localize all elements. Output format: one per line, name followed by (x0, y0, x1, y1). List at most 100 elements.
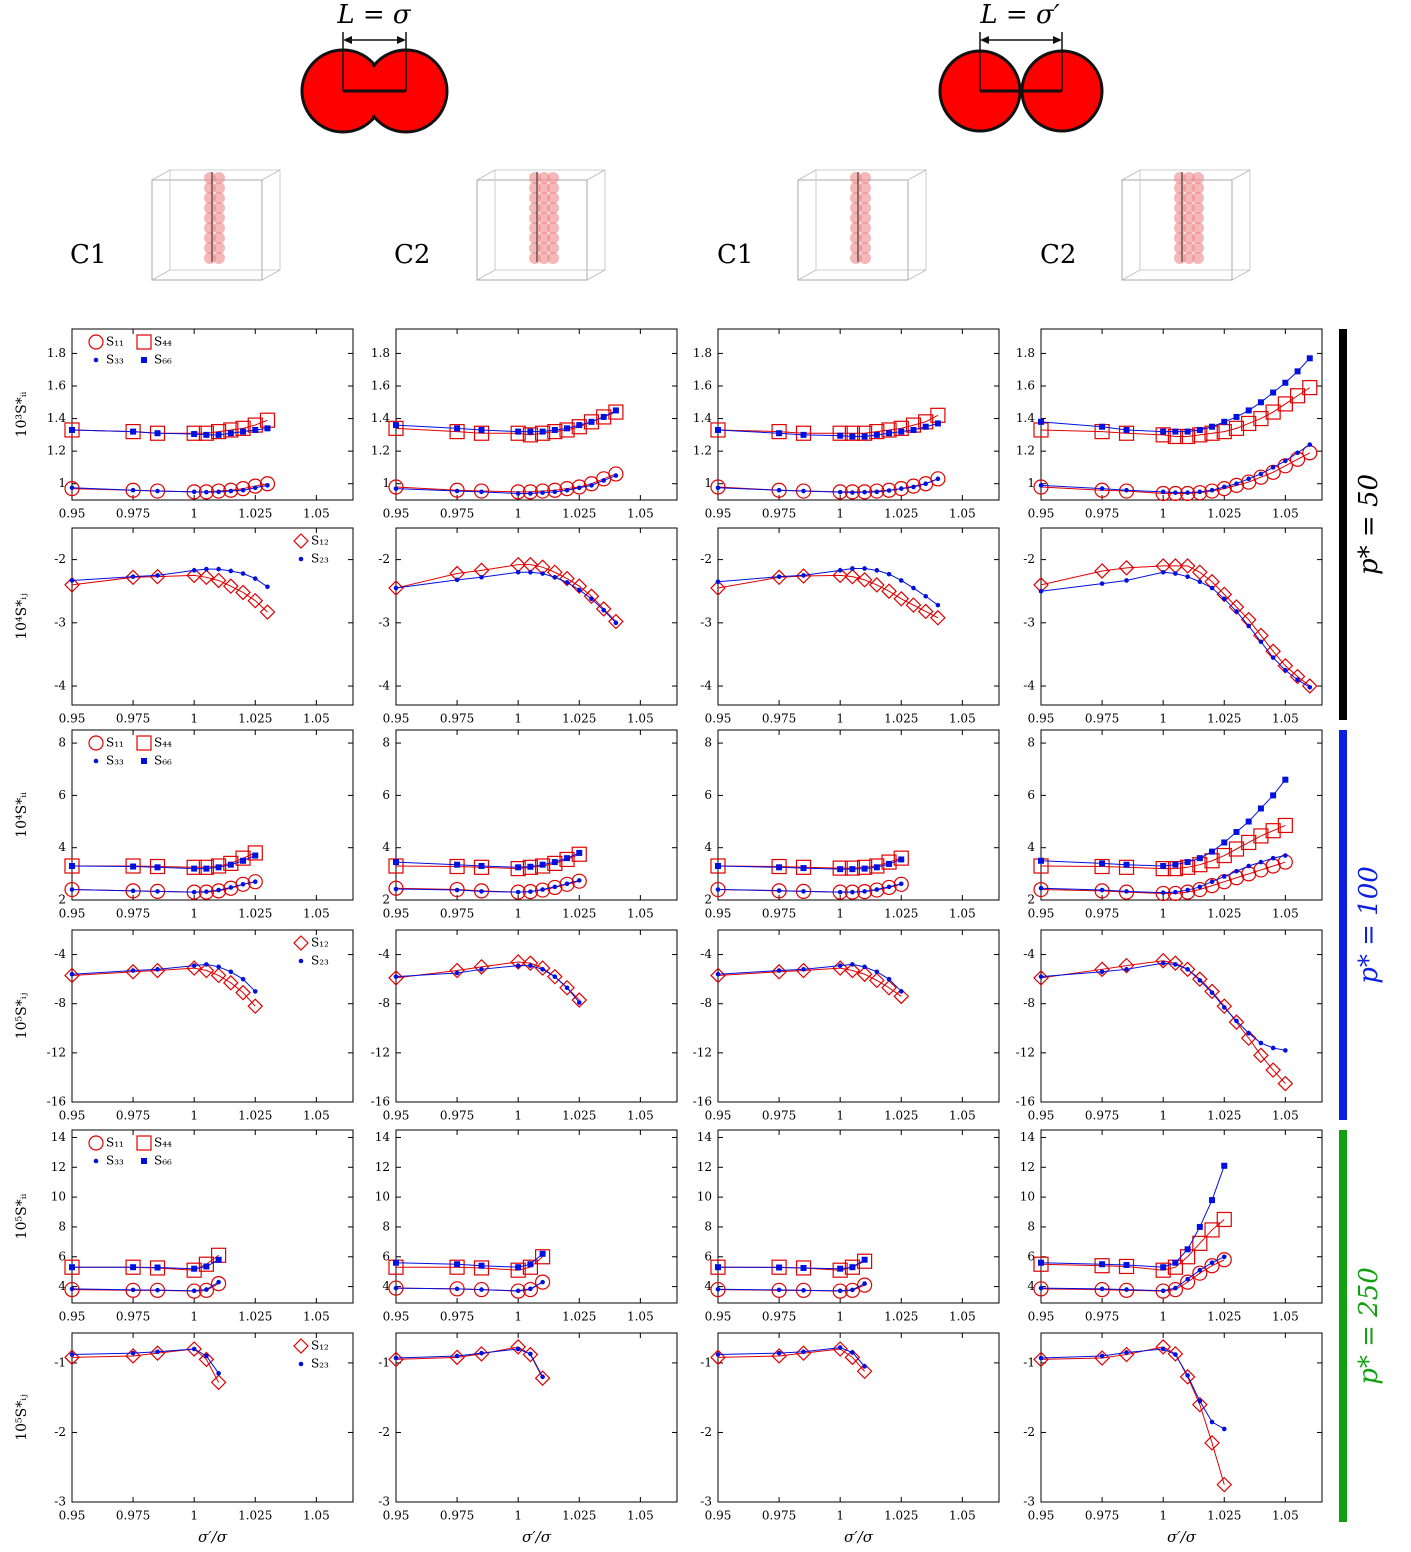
y-tick-label: 12 (51, 1160, 66, 1174)
x-tick-label: 1.025 (1207, 1509, 1241, 1523)
panel: 0.950.97511.0251.0511.21.41.61.8 (371, 329, 677, 521)
plot-frame (396, 1130, 677, 1303)
diagram-label: L = σ (336, 0, 412, 30)
legend-label: S₂₃ (311, 954, 329, 968)
x-tick-label: 1.05 (627, 1310, 654, 1324)
marker-dot (131, 1351, 136, 1356)
x-tick-label: 0.975 (440, 712, 474, 726)
marker-filled-square (849, 866, 855, 872)
marker-dot (204, 1287, 209, 1292)
x-tick-label: 1.025 (1207, 1109, 1241, 1123)
marker-dot (1124, 488, 1129, 493)
marker-dot (875, 887, 880, 892)
y-axis-label: 10⁵S*ᵢᵢ (14, 1193, 30, 1239)
y-tick-label: -3 (54, 615, 66, 629)
y-tick-label: 4 (1027, 840, 1035, 854)
marker-filled-square (216, 432, 222, 438)
marker-dot (192, 963, 197, 968)
marker-filled-square (252, 853, 258, 859)
marker-filled-square (874, 864, 880, 870)
legend-marker (299, 959, 304, 964)
marker-filled-square (203, 1263, 209, 1269)
y-tick-label: 8 (58, 736, 66, 750)
configuration-label: C1 (717, 240, 753, 270)
legend-marker (89, 335, 103, 349)
marker-dot (1234, 869, 1239, 874)
x-tick-label: 0.95 (1028, 1509, 1055, 1523)
marker-filled-square (1258, 399, 1264, 405)
x-tick-label: 0.95 (383, 907, 410, 921)
x-tick-label: 1 (836, 507, 844, 521)
y-tick-label: 1.4 (1016, 411, 1035, 425)
series-line (396, 1282, 543, 1291)
y-tick-label: -1 (1023, 1355, 1035, 1369)
series-line (72, 1349, 219, 1373)
marker-filled-square (576, 422, 582, 428)
marker-filled-square (1099, 424, 1105, 430)
marker-filled-square (1038, 1260, 1044, 1266)
y-tick-label: 1.2 (693, 444, 712, 458)
plot-frame (396, 528, 677, 705)
marker-filled-square (515, 429, 521, 435)
panel: 0.950.97511.0251.05468101214 (375, 1130, 677, 1324)
marker-filled-square (1038, 858, 1044, 864)
x-tick-label: 1.05 (303, 1109, 330, 1123)
marker-dot (801, 573, 806, 578)
marker-dot (479, 575, 484, 580)
marker-dot (455, 971, 460, 976)
series-line (396, 966, 579, 1003)
marker-dot (899, 578, 904, 583)
marker-dot (1259, 639, 1264, 644)
y-tick-label: -1 (378, 1355, 390, 1369)
marker-filled-square (837, 433, 843, 439)
marker-dot (1124, 578, 1129, 583)
legend-marker (137, 335, 151, 349)
marker-dot (1173, 490, 1178, 495)
series-line (1041, 358, 1310, 431)
legend-marker (89, 1136, 103, 1150)
marker-dot (875, 490, 880, 495)
marker-dot (253, 576, 258, 581)
legend-marker (94, 759, 99, 764)
marker-filled-square (155, 430, 161, 436)
marker-dot (850, 1350, 855, 1355)
marker-dot (540, 571, 545, 576)
panel: 0.950.97511.0251.0511.21.41.61.810³S*ᵢᵢS… (14, 329, 353, 521)
legend-marker (137, 1136, 151, 1150)
y-tick-label: -12 (47, 1045, 66, 1059)
x-tick-label: 0.95 (1028, 907, 1055, 921)
x-tick-label: 1 (1159, 1310, 1167, 1324)
marker-dot (253, 879, 258, 884)
marker-dot (1185, 1277, 1190, 1282)
marker-dot (131, 968, 136, 973)
marker-dot (1161, 570, 1166, 575)
panel: 0.950.97511.0251.05-16-12-8-410⁵S*ᵢⱼS₁₂S… (14, 930, 353, 1123)
marker-dot (862, 566, 867, 571)
y-tick-label: 10 (375, 1190, 390, 1204)
marker-dot (838, 568, 843, 573)
marker-dot (887, 572, 892, 577)
y-tick-label: -3 (378, 615, 390, 629)
marker-dot (131, 1288, 136, 1293)
series-line (1041, 445, 1310, 493)
simulation-box (1122, 170, 1250, 280)
x-tick-label: 1 (190, 712, 198, 726)
x-tick-label: 0.975 (116, 507, 150, 521)
marker-filled-square (849, 433, 855, 439)
panel: 0.950.97511.0251.05-16-12-8-4 (1016, 930, 1322, 1123)
y-tick-label: -2 (54, 1425, 66, 1439)
figure: L = σ L = σ′ C1 C2 C1 C2 p* = 50p* = 100… (0, 0, 1411, 1552)
marker-dot (1271, 465, 1276, 470)
marker-dot (577, 1000, 582, 1005)
plot-frame (718, 1130, 999, 1303)
x-axis-label: σ′/σ (1167, 1528, 1197, 1546)
legend-marker (294, 936, 308, 950)
marker-filled-square (1221, 839, 1227, 845)
x-tick-label: 1 (514, 907, 522, 921)
marker-dot (192, 490, 197, 495)
series-line (72, 1282, 219, 1291)
marker-dot (1124, 1350, 1129, 1355)
marker-dot (528, 491, 533, 496)
y-tick-label: 8 (704, 1219, 712, 1233)
y-tick-label: -4 (54, 947, 66, 961)
